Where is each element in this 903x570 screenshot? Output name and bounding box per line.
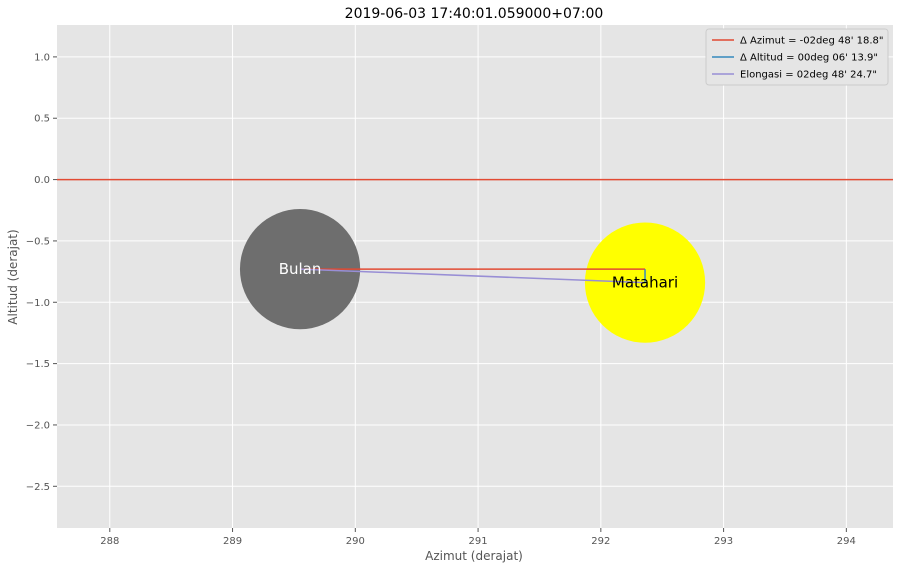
y-tick-label: 0.0 [34,175,50,186]
legend-box [705,28,889,86]
x-tick-label: 291 [469,536,488,547]
series-layer [300,268,646,284]
y-tick-label: −0.5 [26,236,50,247]
y-tick-label: 0.5 [34,114,50,125]
x-tick-label: 290 [346,536,365,547]
body-labels-layer: Bulan Matahari [279,260,678,291]
body-bulan-label: Bulan [279,260,322,278]
x-tick-label: 288 [100,536,119,547]
legend-entry-delta-azimut-label: Δ Azimut = -02deg 48' 18.8" [740,36,884,47]
x-tick-label: 292 [591,536,610,547]
elongasi-line [300,268,646,284]
y-axis-label: Altitud (derajat) [6,229,20,324]
legend: Δ Azimut = -02deg 48' 18.8" Δ Altitud = 0… [705,28,889,86]
x-tick-label: 293 [714,536,733,547]
x-tick-label: 294 [837,536,856,547]
body-matahari-label: Matahari [612,274,678,292]
y-tick-label: −1.0 [26,298,50,309]
x-axis-ticks: 288 289 290 291 292 293 294 [100,528,856,547]
y-tick-label: −2.5 [26,482,50,493]
legend-entry-delta-altitud-label: Δ Altitud = 00deg 06' 13.9" [740,53,878,64]
x-tick-label: 289 [223,536,242,547]
y-tick-label: −2.0 [26,420,50,431]
y-axis-ticks: 1.0 0.5 0.0 −0.5 −1.0 −1.5 −2.0 −2.5 [26,52,57,493]
chart-title: 2019-06-03 17:40:01.059000+07:00 [345,6,604,22]
x-axis-label: Azimut (derajat) [425,549,523,563]
y-tick-label: 1.0 [34,52,50,63]
legend-entry-elongasi-label: Elongasi = 02deg 48' 24.7" [740,70,877,81]
y-tick-label: −1.5 [26,359,50,370]
